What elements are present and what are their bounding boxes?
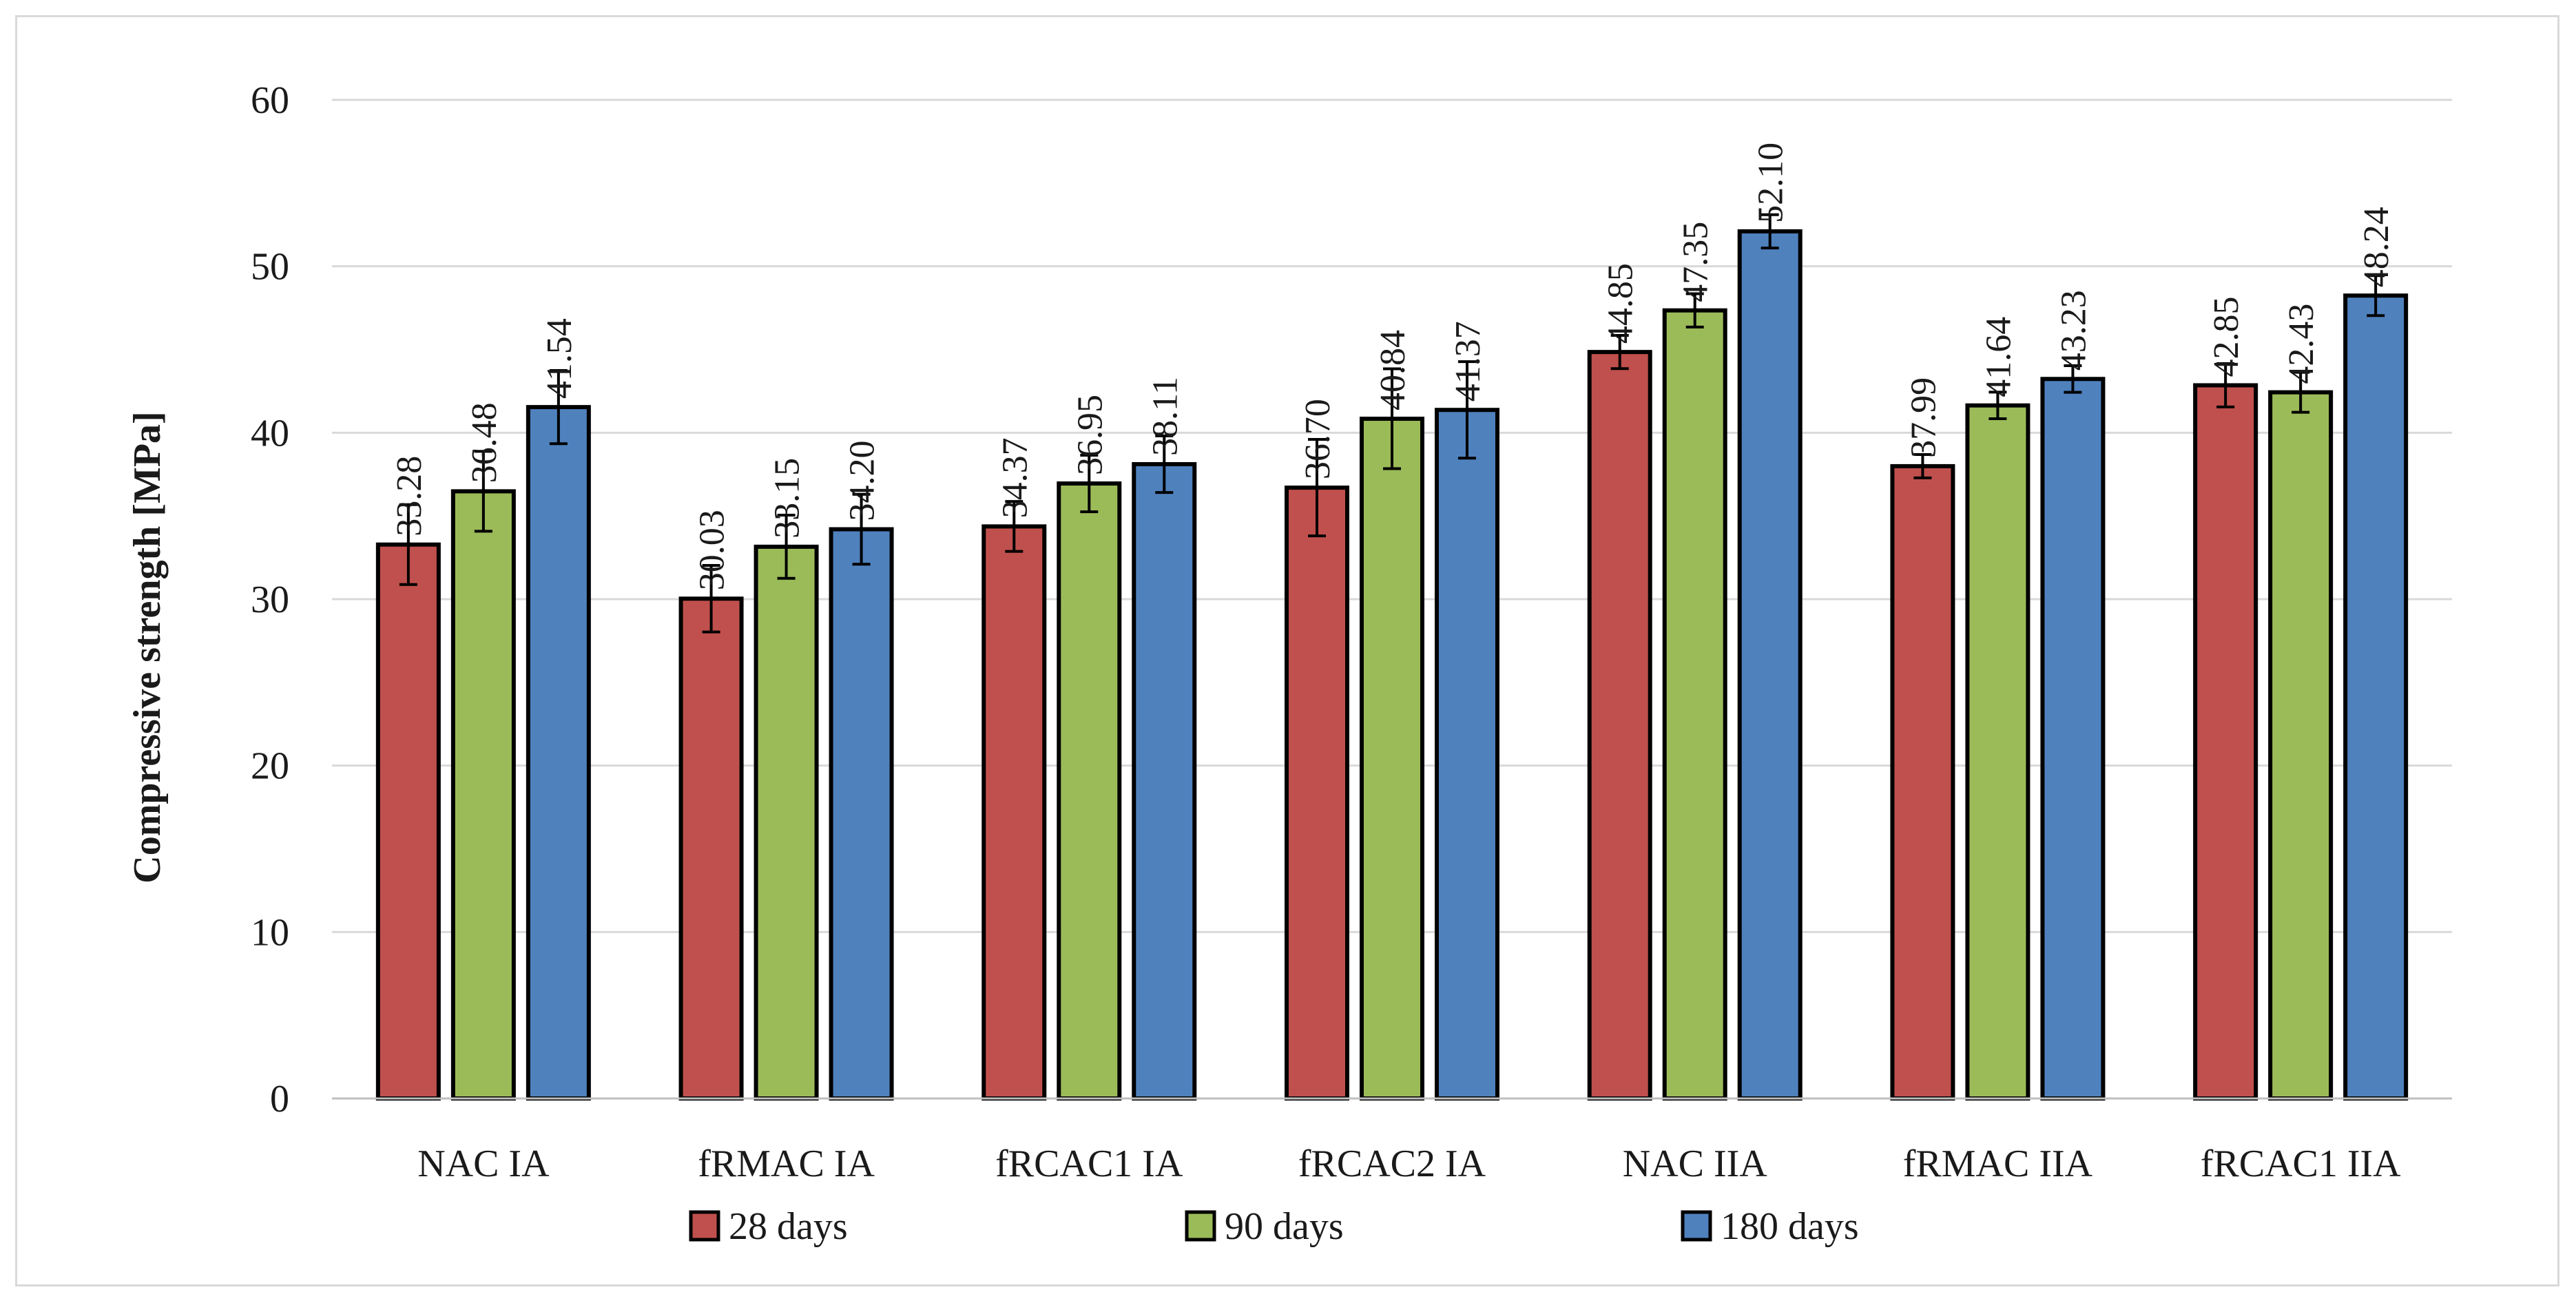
x-category-label: fRCAC2 IA: [1298, 1143, 1486, 1185]
y-tick-label: 60: [251, 79, 289, 122]
bar: [1285, 486, 1349, 1101]
y-axis-ticks: 0 10 20 30 40 50 60: [251, 79, 289, 1120]
bar: [981, 524, 1047, 1101]
y-tick-label: 40: [251, 412, 289, 455]
data-label: 30.03: [693, 510, 732, 590]
bar: [2343, 293, 2409, 1101]
bar: [1057, 481, 1122, 1101]
legend-label: 180 days: [1721, 1205, 1859, 1248]
error-bar: [702, 563, 720, 634]
data-label: 41.37: [1448, 321, 1488, 402]
x-category-label: fRCAC1 IA: [995, 1143, 1183, 1185]
legend-swatch: [1185, 1210, 1216, 1242]
data-label: 33.28: [390, 456, 429, 536]
error-bars: [399, 213, 2385, 634]
x-category-label: fRMAC IA: [698, 1143, 875, 1185]
bar: [754, 544, 819, 1101]
error-bar: [549, 368, 568, 446]
y-tick-label: 20: [251, 745, 289, 788]
data-labels: 33.28 36.48 41.54 30.03 33.15 34.20 34.37 36.95…: [390, 143, 2396, 590]
y-tick-label: 10: [251, 911, 289, 954]
data-label: 36.70: [1298, 399, 1338, 479]
data-label: 44.85: [1601, 263, 1641, 344]
error-bar: [1760, 213, 1779, 250]
bar: [829, 527, 894, 1101]
legend-swatch: [689, 1210, 720, 1242]
y-tick-label: 50: [251, 246, 289, 289]
bar: [1890, 463, 1955, 1101]
data-label: 36.95: [1070, 395, 1110, 475]
error-bar: [1913, 452, 1932, 479]
error-bar: [1155, 434, 1174, 494]
bar: [1587, 350, 1652, 1101]
data-label: 36.48: [465, 402, 504, 483]
data-label: 41.54: [540, 318, 579, 399]
bar: [2193, 383, 2258, 1101]
bar: [526, 405, 591, 1101]
x-category-label: fRMAC IIA: [1903, 1143, 2093, 1185]
data-label: 42.85: [2207, 296, 2246, 377]
data-label: 52.10: [1752, 143, 1791, 223]
error-bar: [1383, 367, 1401, 470]
data-label: 38.11: [1145, 377, 1185, 456]
data-label: 48.24: [2357, 207, 2396, 287]
data-label: 41.64: [1979, 317, 2018, 397]
error-bar: [399, 503, 417, 586]
bar: [1132, 462, 1197, 1101]
legend-swatch: [1681, 1210, 1712, 1242]
bar: [678, 596, 744, 1101]
data-label: 40.84: [1373, 330, 1413, 410]
error-bar: [1308, 438, 1326, 538]
y-tick-label: 0: [270, 1078, 289, 1120]
error-bar: [1458, 360, 1476, 460]
legend-label: 90 days: [1225, 1205, 1344, 1248]
legend-label: 28 days: [729, 1205, 848, 1248]
bar: [2040, 377, 2106, 1101]
data-label: 34.37: [995, 437, 1035, 518]
error-bar: [474, 450, 492, 533]
y-tick-label: 30: [251, 578, 289, 621]
error-bar: [2367, 274, 2385, 317]
x-category-label: fRCAC1 IIA: [2201, 1143, 2401, 1185]
error-bar: [1080, 453, 1099, 514]
bar: [375, 542, 441, 1101]
error-bar: [1610, 333, 1629, 371]
x-category-label: NAC IIA: [1623, 1143, 1768, 1185]
bar: [450, 489, 516, 1101]
legend: 28 days 90 days 180 days: [689, 1205, 1859, 1248]
error-bar: [2216, 362, 2235, 408]
data-label: 47.35: [1676, 222, 1716, 302]
error-bar: [2064, 364, 2082, 394]
bar: [1737, 229, 1803, 1101]
bar: [1662, 308, 1727, 1101]
bar: [1965, 403, 2030, 1101]
data-label: 33.15: [768, 458, 807, 539]
error-bar: [1685, 292, 1704, 329]
data-label: 43.23: [2054, 290, 2093, 371]
bar: [2268, 390, 2334, 1101]
data-label: 37.99: [1904, 377, 1943, 458]
error-bar: [852, 492, 871, 566]
bar: [1360, 417, 1424, 1101]
error-bar: [1005, 500, 1024, 553]
error-bar: [1988, 390, 2007, 421]
y-axis-label: Compressive strength [MPa]: [126, 411, 169, 883]
x-category-label: NAC IA: [417, 1143, 550, 1185]
error-bar: [777, 513, 796, 580]
error-bar: [2292, 371, 2310, 414]
data-label: 34.20: [843, 441, 882, 521]
data-label: 42.43: [2282, 304, 2321, 384]
bar: [1435, 408, 1499, 1101]
x-axis-categories: NAC IA fRMAC IA fRCAC1 IA fRCAC2 IA NAC IIA f…: [417, 1143, 2401, 1185]
